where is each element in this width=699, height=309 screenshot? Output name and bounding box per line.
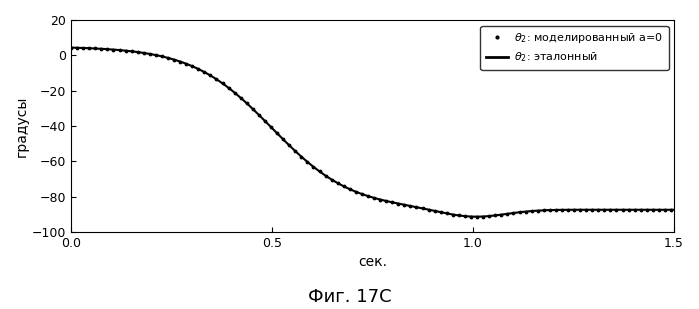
- $\theta_2$: эталонный: (1.43, -87.5): эталонный: (1.43, -87.5): [642, 208, 651, 212]
- $\theta_2$: эталонный: (0.0905, 3.49): эталонный: (0.0905, 3.49): [103, 47, 112, 51]
- X-axis label: сек.: сек.: [358, 255, 387, 269]
- $\theta_2$: эталонный: (0.279, -4.14): эталонный: (0.279, -4.14): [179, 61, 187, 65]
- Text: Фиг. 17С: Фиг. 17С: [308, 288, 391, 306]
- $\theta_2$: моделированный а=0: (1.38, -87.5): моделированный а=0: (1.38, -87.5): [621, 208, 630, 212]
- Line: $\theta_2$: эталонный: $\theta_2$: эталонный: [71, 48, 674, 217]
- $\theta_2$: моделированный а=0: (0.279, -4.14): моделированный а=0: (0.279, -4.14): [179, 61, 187, 65]
- $\theta_2$: моделированный а=0: (1.01, -91.4): моделированный а=0: (1.01, -91.4): [473, 215, 482, 218]
- $\theta_2$: эталонный: (0, 4.38): эталонный: (0, 4.38): [67, 46, 75, 49]
- $\theta_2$: моделированный а=0: (0.399, -19.8): моделированный а=0: (0.399, -19.8): [227, 88, 236, 92]
- $\theta_2$: моделированный а=0: (0.0603, 3.87): моделированный а=0: (0.0603, 3.87): [91, 47, 99, 50]
- $\theta_2$: эталонный: (0.399, -19.8): эталонный: (0.399, -19.8): [227, 88, 236, 92]
- Y-axis label: градусы: градусы: [15, 95, 29, 157]
- $\theta_2$: эталонный: (1.5, -87.5): эталонный: (1.5, -87.5): [670, 208, 678, 212]
- $\theta_2$: моделированный а=0: (0, 4.38): моделированный а=0: (0, 4.38): [67, 46, 75, 49]
- $\theta_2$: моделированный а=0: (1.43, -87.5): моделированный а=0: (1.43, -87.5): [642, 208, 651, 212]
- $\theta_2$: эталонный: (0.0603, 3.87): эталонный: (0.0603, 3.87): [91, 47, 99, 50]
- $\theta_2$: моделированный а=0: (1.5, -87.5): моделированный а=0: (1.5, -87.5): [670, 208, 678, 212]
- Line: $\theta_2$: моделированный а=0: $\theta_2$: моделированный а=0: [69, 45, 677, 219]
- Legend: $\theta_2$: моделированный а=0, $\theta_2$: эталонный: $\theta_2$: моделированный а=0, $\theta_…: [480, 26, 668, 70]
- $\theta_2$: эталонный: (1.01, -91.4): эталонный: (1.01, -91.4): [473, 215, 482, 218]
- $\theta_2$: моделированный а=0: (0.0905, 3.49): моделированный а=0: (0.0905, 3.49): [103, 47, 112, 51]
- $\theta_2$: эталонный: (1.38, -87.5): эталонный: (1.38, -87.5): [621, 208, 630, 212]
